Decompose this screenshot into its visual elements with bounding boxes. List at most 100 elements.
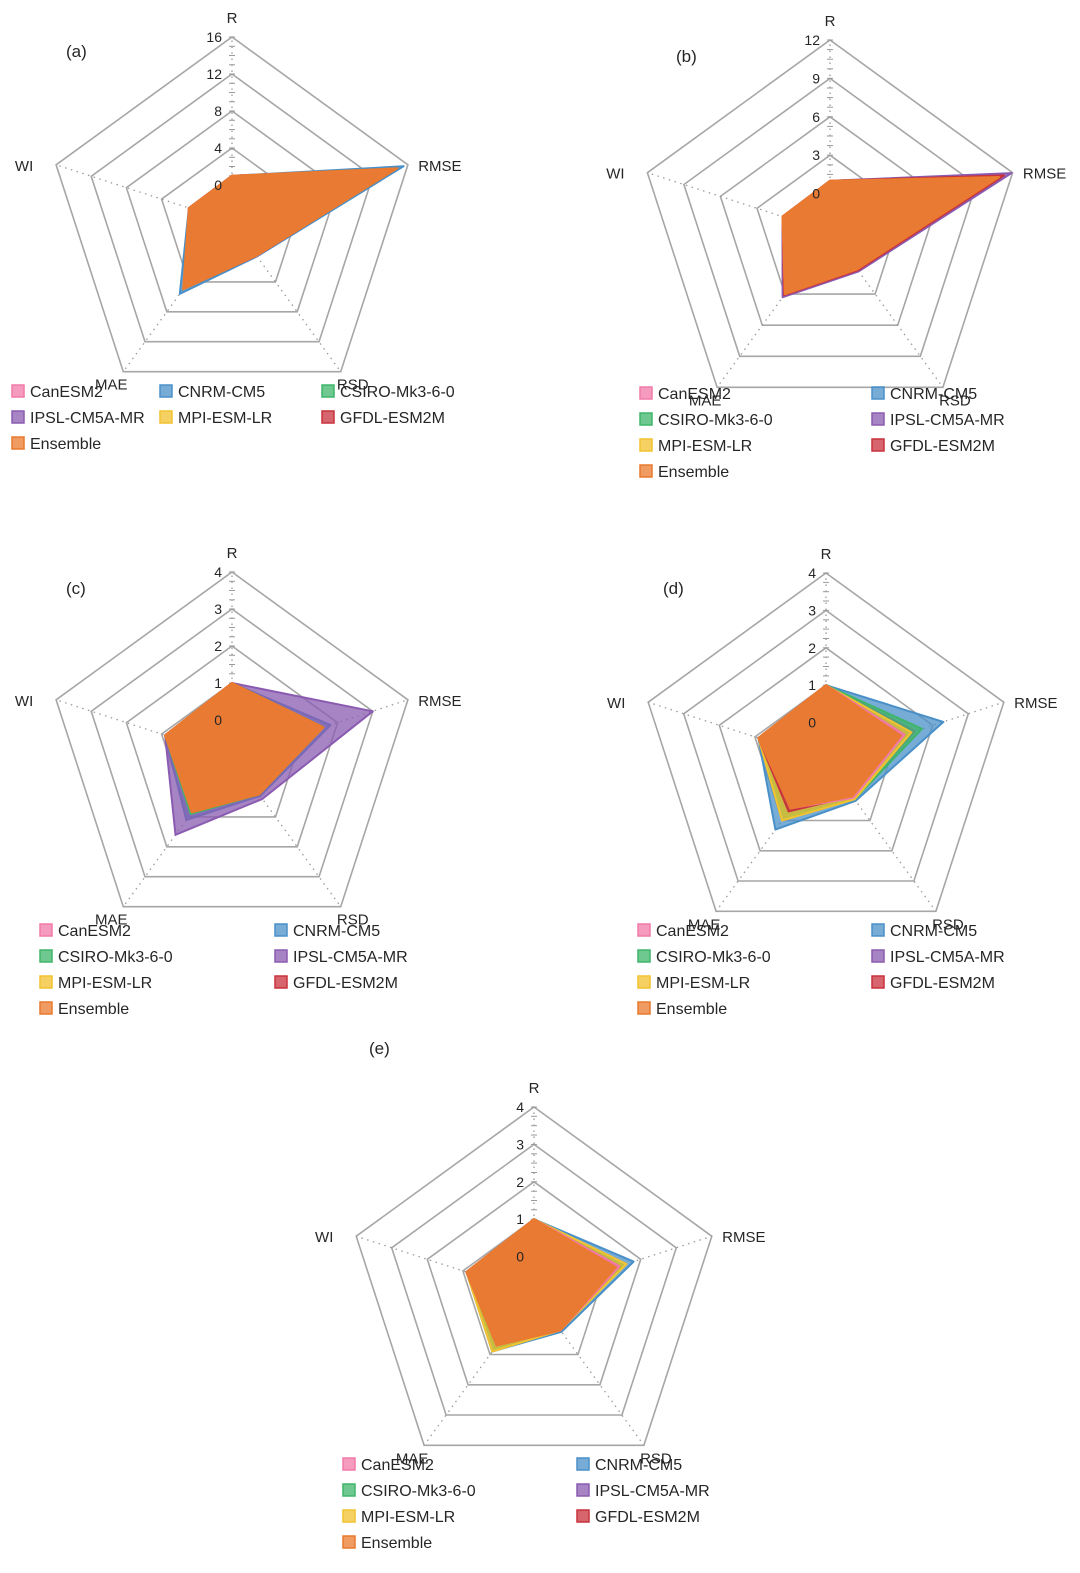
legend-label: CSIRO-Mk3-6-0 (340, 384, 455, 401)
legend-item: CSIRO-Mk3-6-0 (39, 949, 173, 966)
axis-label-r: R (227, 545, 238, 562)
tick-label: 2 (808, 640, 816, 656)
legend-item: CNRM-CM5 (871, 923, 977, 940)
legend-swatch (637, 949, 651, 963)
legend-label: CNRM-CM5 (890, 923, 977, 940)
tick-label: 0 (516, 1249, 524, 1265)
legend-swatch (637, 923, 651, 937)
legend-label: MPI-ESM-LR (656, 975, 750, 992)
legend-swatch (39, 1001, 53, 1015)
legend-item: Ensemble (342, 1535, 432, 1552)
axis-label-wi: WI (315, 1229, 333, 1246)
tick-label: 4 (808, 565, 816, 581)
tick-label: 3 (808, 602, 816, 618)
legend-label: CanESM2 (361, 1457, 434, 1474)
legend-item: CSIRO-Mk3-6-0 (639, 412, 773, 429)
legend-item: CanESM2 (637, 923, 729, 940)
tick-label: 3 (516, 1136, 524, 1152)
tick-label: 12 (804, 32, 820, 48)
legend-item: CNRM-CM5 (159, 384, 265, 401)
legend-item: GFDL-ESM2M (871, 438, 995, 455)
legend-label: CNRM-CM5 (293, 923, 380, 940)
axis-label-rmse: RMSE (1023, 166, 1066, 183)
axis-label-rmse: RMSE (418, 693, 461, 710)
legend-item: Ensemble (11, 436, 101, 453)
legend: CanESM2 CNRM-CM5 CSIRO-Mk3-6-0 IPSL-CM5A-MR… (639, 386, 1005, 481)
grid-ring (90, 608, 374, 878)
legend-item: CanESM2 (342, 1457, 434, 1474)
radar-chart-e: 0 1 2 3 4R RMSE RSD MAE WI (e) CanESM2 CNRM-CM5 CSIR… (315, 1039, 765, 1552)
legend-swatch (159, 384, 173, 398)
axis-label-wi: WI (15, 158, 33, 175)
legend-label: CSIRO-Mk3-6-0 (361, 1483, 476, 1500)
panel-label: (e) (369, 1039, 390, 1058)
tick-label: 2 (214, 638, 222, 654)
legend-item: IPSL-CM5A-MR (871, 412, 1005, 429)
legend-item: CNRM-CM5 (576, 1457, 682, 1474)
legend: CanESM2 CNRM-CM5 CSIRO-Mk3-6-0 IPSL-CM5A-MR… (637, 923, 1005, 1018)
legend-label: CSIRO-Mk3-6-0 (58, 949, 173, 966)
axis-label-wi: WI (15, 693, 33, 710)
legend-label: CNRM-CM5 (890, 386, 977, 403)
legend-swatch (639, 412, 653, 426)
legend-label: CNRM-CM5 (178, 384, 265, 401)
tick-label: 0 (808, 715, 816, 731)
legend-label: MPI-ESM-LR (178, 410, 272, 427)
legend-label: Ensemble (58, 1001, 129, 1018)
legend-item: GFDL-ESM2M (871, 975, 995, 992)
grid-ring (682, 77, 978, 358)
legend-item: MPI-ESM-LR (39, 975, 152, 992)
axis-label-rsd: RSD (939, 392, 971, 409)
legend-label: IPSL-CM5A-MR (595, 1483, 710, 1500)
tick-label: 1 (808, 677, 816, 693)
legend-item: CSIRO-Mk3-6-0 (637, 949, 771, 966)
tick-label: 3 (214, 601, 222, 617)
legend-label: Ensemble (658, 464, 729, 481)
legend-item: Ensemble (637, 1001, 727, 1018)
legend-label: MPI-ESM-LR (58, 975, 152, 992)
legend-label: GFDL-ESM2M (293, 975, 398, 992)
tick-label: 2 (516, 1174, 524, 1190)
legend-label: GFDL-ESM2M (890, 438, 995, 455)
axis-label-mae: MAE (689, 392, 722, 409)
legend-swatch (321, 410, 335, 424)
legend-item: MPI-ESM-LR (639, 438, 752, 455)
legend-item: CSIRO-Mk3-6-0 (342, 1483, 476, 1500)
legend-label: CanESM2 (58, 923, 131, 940)
legend-swatch (342, 1509, 356, 1523)
axis-label-rmse: RMSE (1014, 695, 1057, 712)
tick-label: 0 (214, 177, 222, 193)
grid-ring (682, 609, 970, 882)
legend-item: CNRM-CM5 (274, 923, 380, 940)
legend-swatch (11, 410, 25, 424)
legend-label: IPSL-CM5A-MR (30, 410, 145, 427)
tick-label: 4 (214, 140, 222, 156)
grid-ring (646, 39, 1014, 389)
legend-swatch (11, 384, 25, 398)
axis-label-mae: MAE (95, 912, 128, 929)
panel-label: (b) (676, 47, 697, 66)
legend-item: GFDL-ESM2M (274, 975, 398, 992)
legend-item: GFDL-ESM2M (321, 410, 445, 427)
tick-label: 4 (516, 1099, 524, 1115)
legend-item: IPSL-CM5A-MR (576, 1483, 710, 1500)
series-ensemble (781, 176, 1001, 296)
legend-swatch (576, 1457, 590, 1471)
axis-label-mae: MAE (396, 1450, 429, 1467)
axis-label-mae: MAE (688, 916, 721, 933)
axis-label-rmse: RMSE (418, 158, 461, 175)
legend-swatch (342, 1535, 356, 1549)
grid-ring (55, 36, 409, 373)
legend-swatch (576, 1509, 590, 1523)
axis-spoke (829, 231, 944, 388)
tick-label: 1 (214, 675, 222, 691)
legend-label: Ensemble (361, 1535, 432, 1552)
legend-label: Ensemble (656, 1001, 727, 1018)
legend-item: Ensemble (639, 464, 729, 481)
legend-swatch (871, 438, 885, 452)
panel-label: (d) (663, 579, 684, 598)
legend-swatch (159, 410, 173, 424)
grid-ring (647, 572, 1005, 913)
legend-label: CSIRO-Mk3-6-0 (658, 412, 773, 429)
